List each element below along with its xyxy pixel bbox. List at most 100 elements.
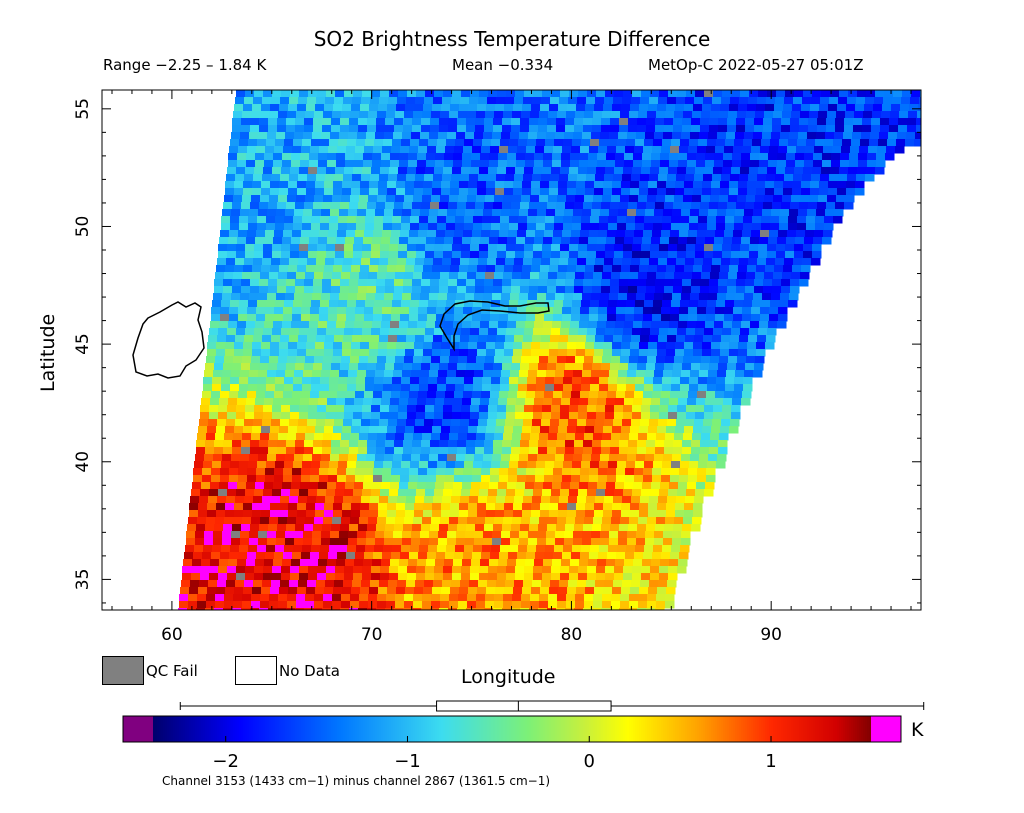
swath-cell: [646, 286, 656, 294]
swath-cell: [216, 426, 226, 434]
swath-cell: [302, 545, 312, 553]
swath-cell: [792, 265, 802, 273]
swath-cell: [611, 594, 621, 602]
swath-cell: [399, 559, 409, 567]
swath-cell: [558, 510, 568, 518]
swath-cell: [621, 349, 631, 357]
swath-cell: [585, 181, 595, 189]
swath-cell: [292, 391, 302, 399]
swath-cell: [812, 251, 822, 259]
swath-cell: [341, 111, 351, 119]
swath-cell: [428, 300, 438, 308]
swath-cell: [251, 601, 261, 609]
swath-cell: [417, 160, 427, 168]
swath-cell: [632, 412, 642, 420]
swath-cell: [238, 146, 248, 154]
swath-cell: [862, 118, 872, 126]
swath-cell: [578, 167, 588, 175]
swath-cell: [659, 405, 669, 413]
swath-cell: [650, 167, 660, 175]
swath-cell: [483, 538, 493, 546]
swath-cell: [651, 482, 661, 490]
swath-cell: [786, 237, 796, 245]
swath-cell: [731, 90, 741, 98]
swath-cell: [664, 202, 674, 210]
swath-cell: [453, 153, 463, 161]
swath-cell: [581, 377, 591, 385]
swath-cell: [697, 391, 707, 399]
swath-cell: [361, 335, 371, 343]
swath-cell: [902, 90, 912, 98]
swath-cell: [310, 230, 320, 238]
swath-cell: [498, 482, 508, 490]
swath-cell: [670, 552, 680, 560]
swath-cell: [533, 405, 543, 413]
swath-cell: [353, 167, 363, 175]
swath-cell: [444, 482, 454, 490]
swath-cell: [772, 279, 782, 287]
swath-cell: [652, 475, 662, 483]
swath-cell: [340, 118, 350, 126]
swath-cell: [330, 370, 340, 378]
swath-cell: [498, 559, 508, 567]
swath-cell: [266, 377, 276, 385]
swath-cell: [780, 293, 790, 301]
swath-cell: [726, 370, 736, 378]
swath-cell: [533, 328, 543, 336]
swath-cell: [280, 496, 290, 504]
swath-cell: [342, 188, 352, 196]
swath-cell: [723, 237, 733, 245]
swath-cell: [288, 349, 298, 357]
swath-cell: [699, 454, 709, 462]
swath-cell: [619, 286, 629, 294]
swath-cell: [615, 559, 625, 567]
swath-cell: [616, 552, 626, 560]
swath-cell: [703, 335, 713, 343]
swath-cell: [365, 545, 375, 553]
swath-cell: [268, 125, 278, 133]
swath-cell: [398, 167, 408, 175]
swath-cell: [450, 510, 460, 518]
swath-cell: [433, 97, 443, 105]
swath-cell: [759, 160, 769, 168]
swath-cell: [594, 587, 604, 595]
swath-cell: [346, 468, 356, 476]
swath-cell: [718, 440, 728, 448]
swath-cell: [470, 90, 480, 98]
swath-cell: [407, 328, 417, 336]
swath-cell: [369, 188, 379, 196]
swath-cell: [677, 90, 687, 98]
swath-cell: [663, 370, 673, 378]
swath-cell: [671, 545, 681, 553]
swath-cell: [336, 559, 346, 567]
swath-cell: [466, 202, 476, 210]
swath-cell: [197, 517, 207, 525]
swath-cell: [349, 363, 359, 371]
swath-cell: [572, 461, 582, 469]
swath-cell: [340, 440, 350, 448]
swath-cell: [705, 160, 715, 168]
swath-cell: [203, 461, 213, 469]
swath-cell: [271, 419, 281, 427]
swath-cell: [212, 461, 222, 469]
swath-cell: [601, 118, 611, 126]
swath-cell: [279, 349, 289, 357]
swath-cell: [825, 209, 835, 217]
swath-cell: [430, 363, 440, 371]
swath-cell: [280, 335, 290, 343]
swath-cell: [325, 174, 335, 182]
swath-cell: [633, 160, 643, 168]
swath-cell: [429, 538, 439, 546]
swath-cell: [749, 244, 759, 252]
swath-cell: [562, 146, 572, 154]
swath-cell: [708, 293, 718, 301]
swath-cell: [396, 587, 406, 595]
swath-cell: [712, 174, 722, 182]
swath-cell: [707, 216, 717, 224]
swath-cell: [593, 272, 603, 280]
swath-cell: [365, 300, 375, 308]
swath-cell: [196, 447, 206, 455]
swath-cell: [393, 209, 403, 217]
swath-cell: [437, 545, 447, 553]
swath-cell: [322, 608, 332, 610]
